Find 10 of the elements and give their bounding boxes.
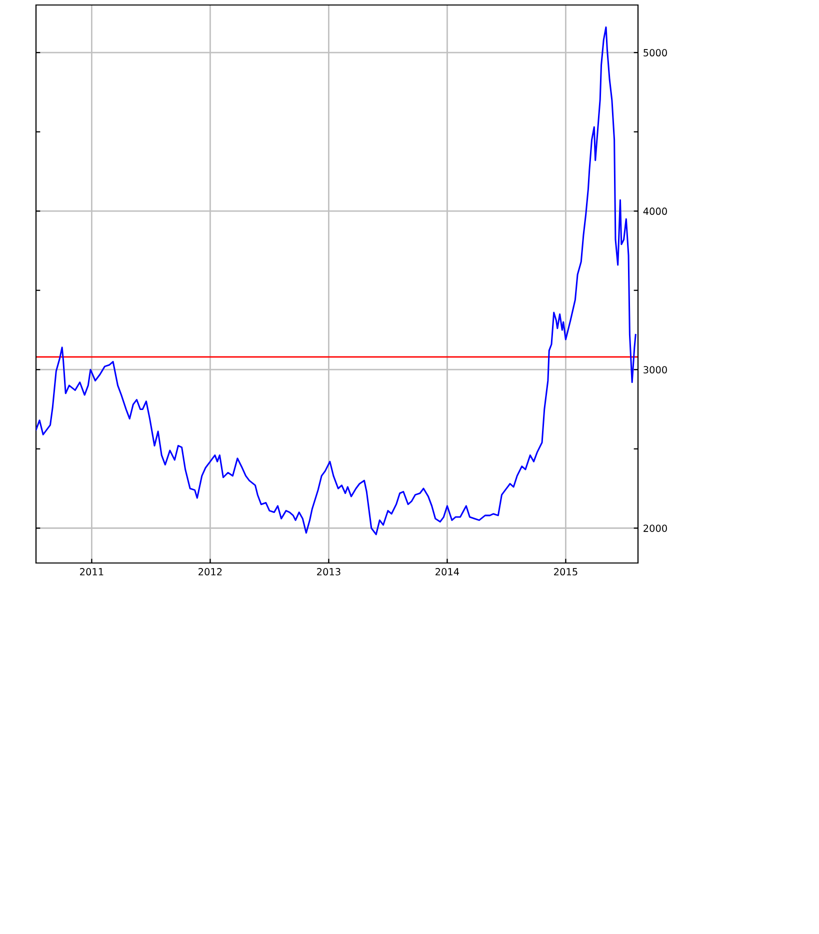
- x-tick-label: 2015: [554, 568, 578, 576]
- x-tick-label: 2014: [436, 568, 460, 576]
- x-tick-label: 2013: [317, 568, 340, 576]
- y-tick-label: 3000: [644, 366, 667, 374]
- y-tick-label: 2000: [644, 524, 667, 532]
- y-tick-label: 4000: [643, 208, 667, 215]
- line-series: [36, 26, 636, 536]
- x-tick-label: 2011: [80, 568, 104, 576]
- x-tick-label: 2012: [198, 568, 222, 576]
- y-tick-label: 5000: [644, 49, 667, 56]
